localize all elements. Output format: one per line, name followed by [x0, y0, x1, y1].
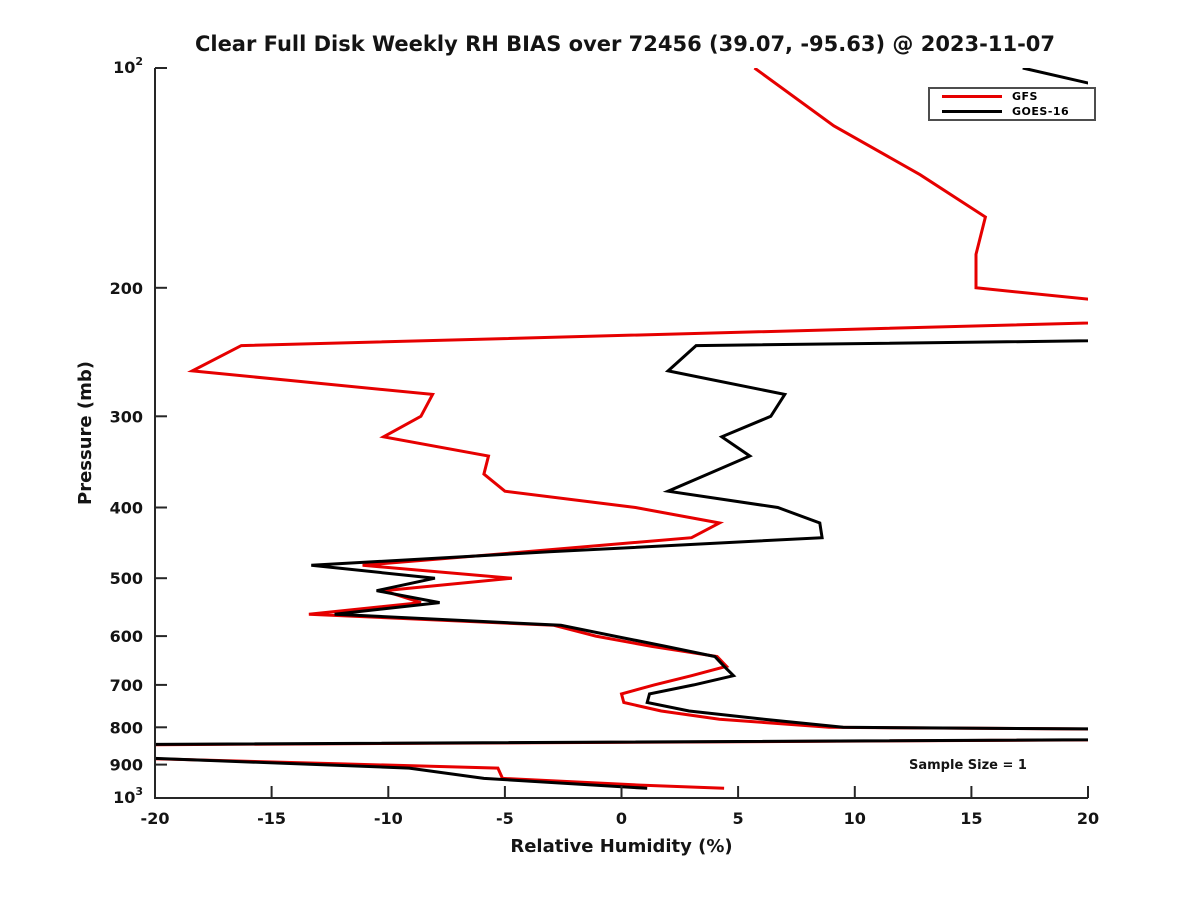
goes16-line-swatch [942, 109, 1002, 113]
x-tick-label: 10 [844, 809, 866, 828]
y-tick-label: 300 [110, 407, 143, 426]
legend-label-gfs: GFS [1012, 90, 1038, 104]
sample-size-annotation: Sample Size = 1 [909, 758, 1027, 773]
chart-title: Clear Full Disk Weekly RH BIAS over 7245… [194, 32, 1056, 56]
y-tick-label: 900 [110, 756, 143, 775]
y-tick-label: 800 [110, 718, 143, 737]
legend-label-goes16: GOES-16 [1012, 104, 1070, 118]
x-tick-label: -15 [257, 809, 286, 828]
series-line-goes-16 [155, 68, 1088, 790]
x-tick-label: -5 [496, 809, 514, 828]
y-tick-label: 103 [113, 785, 143, 807]
x-tick-label: -20 [141, 809, 170, 828]
x-axis-label: Relative Humidity (%) [510, 836, 733, 857]
x-tick-label: 15 [960, 809, 982, 828]
axes-lines [154, 68, 1088, 799]
y-tick-label: 200 [110, 279, 143, 298]
x-tick-label: -10 [374, 809, 403, 828]
legend-box: GFS GOES-16 [928, 87, 1096, 121]
y-tick-label: 600 [110, 627, 143, 646]
y-tick-label: 400 [110, 499, 143, 518]
y-tick-label: 500 [110, 569, 143, 588]
legend-item-gfs: GFS [930, 90, 1094, 103]
x-tick-label: 5 [733, 809, 744, 828]
legend-item-goes16: GOES-16 [930, 105, 1094, 118]
x-tick-label: 0 [616, 809, 627, 828]
x-tick-label: 20 [1077, 809, 1099, 828]
series-line-gfs [155, 68, 1088, 790]
gfs-line-swatch [942, 95, 1002, 99]
y-axis-label: Pressure (mb) [75, 361, 96, 505]
y-tick-label: 700 [110, 676, 143, 695]
y-tick-label: 102 [113, 55, 143, 77]
